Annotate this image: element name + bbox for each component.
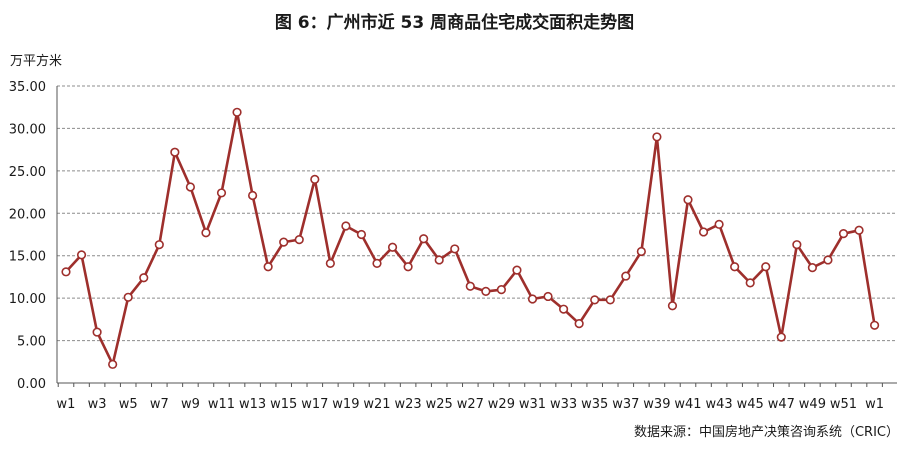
y-tick-label: 15.00: [9, 250, 46, 265]
data-point: [403, 262, 413, 272]
x-tick-label: w25: [426, 397, 453, 412]
data-point: [683, 195, 693, 205]
x-tick-label: w27: [457, 397, 484, 412]
data-point: [372, 258, 382, 268]
x-tick-label: w29: [488, 397, 515, 412]
x-tick-label: w31: [519, 397, 546, 412]
y-tick-label: 35.00: [9, 80, 46, 95]
y-tick-label: 30.00: [9, 122, 46, 137]
x-tick-label: w37: [612, 397, 639, 412]
x-tick-label: w15: [270, 397, 297, 412]
y-tick-label: 20.00: [9, 207, 46, 222]
data-point: [170, 147, 180, 157]
axes: [56, 86, 897, 387]
data-point: [605, 295, 615, 305]
data-point: [123, 292, 133, 302]
data-point: [543, 291, 553, 302]
data-point: [527, 294, 538, 304]
y-tick-labels: 0.00 5.00 10.00 15.00 20.00 25.00 30.00 35.00: [9, 80, 46, 392]
data-point: [154, 240, 164, 250]
data-point: [823, 255, 833, 265]
data-point: [590, 295, 600, 305]
y-tick-label: 25.00: [9, 165, 46, 180]
data-point: [450, 244, 460, 254]
data-point: [512, 265, 522, 275]
data-point: [636, 246, 646, 257]
data-point: [652, 132, 662, 142]
data-point: [248, 190, 258, 201]
data-point: [216, 188, 227, 198]
data-point: [854, 225, 864, 235]
y-axis-unit-label: 万平方米: [10, 54, 63, 69]
x-tick-label: w1: [865, 397, 884, 412]
x-tick-label: w1: [57, 397, 76, 412]
data-point: [667, 301, 678, 311]
chart-title: 图 6：广州市近 53 周商品住宅成交面积走势图: [274, 13, 635, 33]
data-point: [838, 229, 849, 239]
x-tick-label: w41: [674, 397, 701, 412]
data-point: [621, 271, 631, 281]
x-tick-label: w3: [88, 397, 107, 412]
data-point: [387, 242, 398, 252]
x-tick-label: w19: [332, 397, 359, 412]
x-tick-label: w51: [830, 397, 857, 412]
data-point: [776, 332, 786, 342]
data-point: [558, 304, 569, 314]
data-point: [869, 320, 880, 330]
data-point: [185, 182, 195, 192]
x-tick-label: w7: [150, 397, 169, 412]
data-point: [139, 273, 149, 283]
source-note: 数据来源：中国房地产决策咨询系统（CRIC）: [633, 425, 899, 440]
data-point: [481, 286, 491, 296]
x-tick-label: w5: [119, 397, 138, 412]
data-point: [356, 229, 367, 240]
x-tick-label: w33: [550, 397, 577, 412]
x-tick-label: w49: [799, 397, 826, 412]
data-point: [496, 285, 507, 295]
data-point: [419, 234, 429, 244]
gridlines: [57, 85, 897, 342]
x-tick-label: w47: [768, 397, 795, 412]
x-tick-label: w21: [363, 397, 390, 412]
x-tick-label: w43: [706, 397, 733, 412]
data-point: [698, 227, 709, 237]
y-tick-label: 5.00: [17, 335, 46, 350]
data-point: [310, 174, 320, 184]
x-tick-label: w45: [737, 397, 764, 412]
y-tick-label: 10.00: [9, 292, 46, 307]
data-point: [294, 234, 304, 245]
data-point: [108, 359, 118, 369]
data-point: [714, 219, 724, 229]
data-point: [434, 255, 444, 265]
data-point: [745, 278, 755, 288]
data-point: [201, 228, 211, 238]
x-tick-label: w35: [581, 397, 608, 412]
data-point: [730, 262, 740, 272]
data-point: [279, 237, 289, 247]
data-point: [61, 267, 71, 277]
data-point: [792, 240, 802, 250]
data-series: [61, 107, 880, 369]
x-tick-label: w13: [239, 397, 266, 412]
series-line: [65, 111, 876, 366]
data-point: [341, 221, 351, 231]
data-point: [325, 258, 335, 268]
data-point: [574, 319, 584, 329]
y-tick-label: 0.00: [17, 377, 46, 392]
data-point: [232, 107, 242, 117]
data-point: [76, 250, 87, 260]
data-point: [263, 262, 273, 272]
x-tick-labels: w1 w3 w5 w7 w9 w11 w13 w15 w17 w19 w21 w23 w25 w27 w29…: [57, 397, 885, 412]
x-tick-label: w23: [395, 397, 422, 412]
x-tick-label: w39: [643, 397, 670, 412]
x-tick-label: w17: [301, 397, 328, 412]
data-point: [761, 262, 771, 272]
x-tick-label: w9: [181, 397, 200, 412]
data-point: [465, 281, 475, 291]
x-tick-label: w11: [208, 397, 235, 412]
data-point: [807, 262, 818, 273]
data-point: [92, 327, 102, 337]
